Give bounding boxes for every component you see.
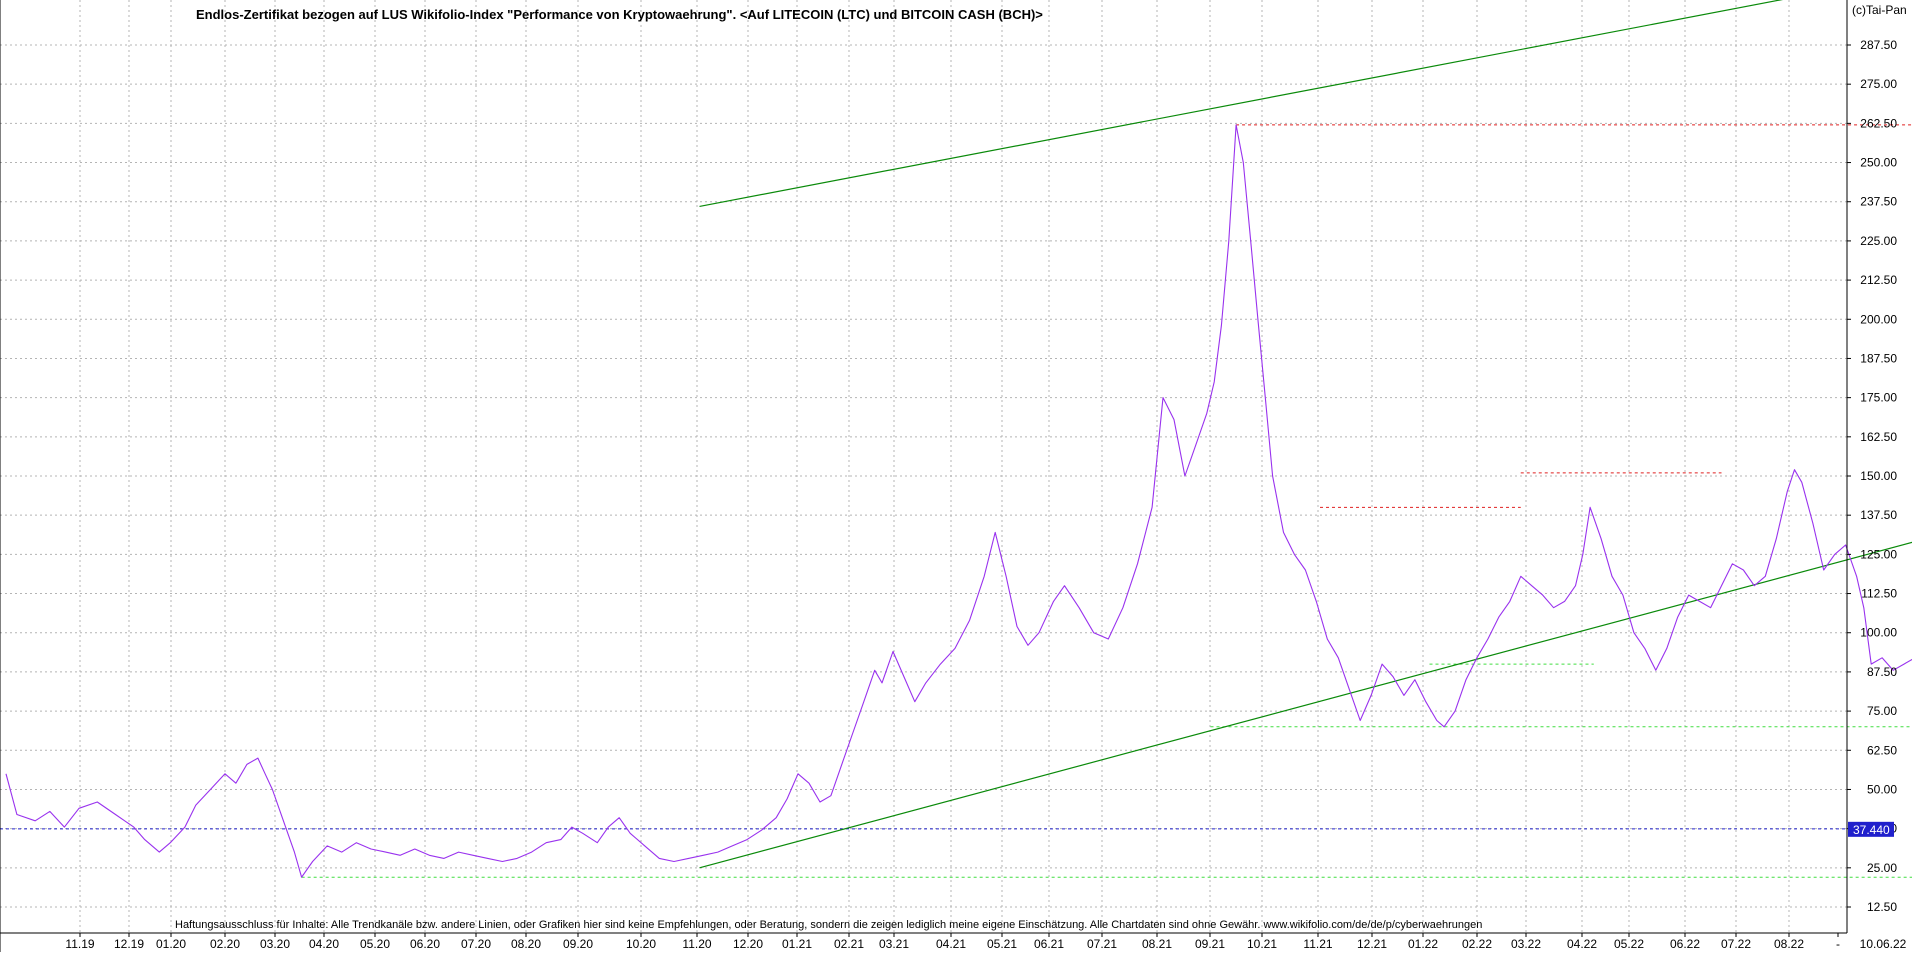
x-tick-label: 01.20 [156,937,186,951]
x-tick-label: 01.22 [1408,937,1438,951]
x-tick-label: 07.21 [1087,937,1117,951]
x-tick-label: 07.20 [461,937,491,951]
x-tick-label: 10.21 [1247,937,1277,951]
x-tick-label: 02.20 [210,937,240,951]
x-tick-label: 01.21 [782,937,812,951]
y-tick-label: 125.00 [1860,547,1897,561]
x-tick-label: 12.20 [733,937,763,951]
y-tick-label: 100.00 [1860,626,1897,640]
x-tick-label: 07.22 [1721,937,1751,951]
x-tick-label: 02.22 [1462,937,1492,951]
x-tick-label: 11.20 [682,937,711,951]
x-tick-label: 12.21 [1357,937,1387,951]
y-tick-label: 50.00 [1867,782,1897,796]
x-tick-label: 08.20 [511,937,541,951]
y-tick-label: 12.50 [1867,900,1897,914]
x-tick-label: 11.19 [65,937,94,951]
y-tick-label: 75.00 [1867,704,1897,718]
x-tick-label: 11.21 [1303,937,1332,951]
x-tick-label: 06.22 [1670,937,1700,951]
x-tick-label: 05.20 [360,937,390,951]
y-tick-label: 175.00 [1860,391,1897,405]
last-value-label: 37.440 [1853,823,1890,837]
x-tick-label: 03.20 [260,937,290,951]
y-tick-label: 275.00 [1860,77,1897,91]
x-tick-label: 08.22 [1774,937,1804,951]
x-tick-label: 10.20 [626,937,656,951]
x-tick-label: 09.20 [563,937,593,951]
y-tick-label: 162.50 [1860,430,1897,444]
x-tick-label: - [1836,937,1840,951]
y-tick-label: 112.50 [1861,587,1897,601]
y-tick-label: 87.50 [1867,665,1897,679]
y-tick-label: 237.50 [1860,195,1897,209]
x-tick-label: 03.22 [1511,937,1541,951]
x-tick-label: 09.21 [1195,937,1225,951]
y-tick-label: 137.50 [1860,508,1897,522]
x-tick-label: 12.19 [114,937,144,951]
disclaimer-text: Haftungsausschluss für Inhalte: Alle Tre… [175,919,1482,931]
x-tick-label: 08.21 [1142,937,1172,951]
x-tick-label: 06.20 [410,937,440,951]
x-tick-label: 05.22 [1614,937,1644,951]
y-tick-label: 212.50 [1860,273,1897,287]
y-tick-label: 25.00 [1867,861,1897,875]
chart-title: Endlos-Zertifikat bezogen auf LUS Wikifo… [196,7,1043,22]
x-tick-label: 05.21 [987,937,1017,951]
y-tick-label: 200.00 [1860,312,1897,326]
x-tick-label: 04.21 [936,937,966,951]
x-tick-label: 04.20 [309,937,339,951]
copyright-label: (c)Tai-Pan [1852,3,1907,17]
x-end-label: 10.06.22 [1860,937,1907,951]
y-tick-label: 262.50 [1860,116,1897,130]
y-tick-label: 150.00 [1860,469,1897,483]
x-tick-label: 03.21 [879,937,909,951]
x-tick-label: 04.22 [1567,937,1597,951]
x-tick-label: 06.21 [1034,937,1064,951]
y-tick-label: 287.50 [1860,38,1897,52]
y-tick-label: 250.00 [1860,156,1897,170]
y-tick-label: 187.50 [1860,351,1897,365]
x-tick-label: 02.21 [834,937,864,951]
y-tick-label: 62.50 [1867,743,1897,757]
y-tick-label: 225.00 [1860,234,1897,248]
